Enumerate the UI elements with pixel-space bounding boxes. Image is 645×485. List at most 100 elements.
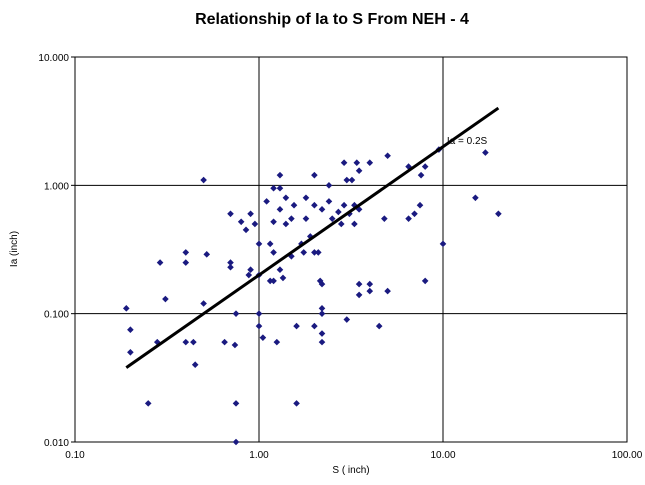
data-point <box>144 400 152 407</box>
x-axis-ticks: 0.10 1.00 10.00 100.00 <box>65 450 642 461</box>
data-point <box>127 326 134 334</box>
data-point <box>266 240 274 248</box>
data-point <box>405 163 412 170</box>
data-point <box>162 295 169 303</box>
data-points <box>122 146 502 446</box>
data-point <box>328 215 336 222</box>
data-point <box>221 338 228 346</box>
data-point <box>200 176 207 184</box>
data-point <box>417 171 425 179</box>
data-point <box>190 338 197 346</box>
data-point <box>472 194 479 202</box>
data-point <box>482 149 489 156</box>
data-point <box>318 338 326 346</box>
data-point <box>227 263 234 271</box>
data-point <box>282 220 290 228</box>
data-point <box>182 259 190 266</box>
trend-line <box>125 106 500 369</box>
y-tick-label: 0.010 <box>44 438 69 449</box>
data-point <box>384 152 391 160</box>
data-point <box>411 210 418 218</box>
data-point <box>343 316 351 323</box>
data-point <box>255 322 263 330</box>
data-point <box>355 167 363 175</box>
trend-line-path <box>125 106 500 369</box>
data-point <box>273 338 281 346</box>
x-tick-label: 1.00 <box>249 450 269 461</box>
x-tick-label: 10.00 <box>430 450 455 461</box>
data-point <box>335 208 342 216</box>
data-point <box>439 240 447 248</box>
annotations: Ia = 0.2S <box>447 136 488 147</box>
data-point <box>293 322 300 330</box>
data-point <box>366 159 374 167</box>
data-point <box>366 280 374 288</box>
data-point <box>495 210 502 218</box>
data-point <box>200 300 207 307</box>
data-point <box>237 218 245 226</box>
data-point <box>282 194 290 202</box>
data-point <box>343 176 351 184</box>
data-point <box>259 334 267 341</box>
data-point <box>416 201 424 209</box>
data-point <box>311 322 318 330</box>
data-point <box>340 159 348 167</box>
data-point <box>279 274 287 282</box>
chart-title: Relationship of Ia to S From NEH - 4 <box>195 11 469 28</box>
data-point <box>242 226 250 234</box>
data-point <box>311 201 318 209</box>
data-point <box>366 287 374 295</box>
data-point <box>276 171 284 179</box>
data-point <box>355 291 363 299</box>
data-point <box>231 341 239 349</box>
data-point <box>270 184 277 192</box>
data-point <box>276 266 284 274</box>
data-point <box>318 305 326 312</box>
data-point <box>318 310 326 317</box>
data-point <box>156 259 164 266</box>
data-point <box>232 310 240 317</box>
data-point <box>251 220 259 228</box>
data-point <box>227 210 234 218</box>
data-point <box>263 198 270 205</box>
data-point <box>311 249 318 256</box>
data-point <box>300 249 308 256</box>
x-axis-label: S ( inch) <box>332 465 369 476</box>
data-point <box>375 322 383 330</box>
y-axis-ticks: 0.010 0.100 1.000 10.000 <box>38 53 69 449</box>
data-point <box>247 210 254 218</box>
data-point <box>182 338 190 346</box>
data-point <box>245 271 253 279</box>
data-point <box>384 287 391 295</box>
data-point <box>302 215 310 222</box>
data-point <box>318 280 326 288</box>
data-point <box>232 438 240 446</box>
data-point <box>337 220 345 228</box>
data-point <box>348 176 356 184</box>
data-point <box>381 215 388 222</box>
data-point <box>266 277 274 285</box>
data-point <box>421 163 429 170</box>
data-point <box>227 259 234 266</box>
data-point <box>288 215 295 222</box>
data-point <box>306 233 314 240</box>
data-point <box>270 249 277 256</box>
grid-lines <box>71 56 627 443</box>
y-tick-label: 0.100 <box>44 310 69 321</box>
data-point <box>191 361 199 369</box>
data-point <box>247 266 254 274</box>
data-point <box>255 240 263 248</box>
data-point <box>276 184 284 192</box>
data-point <box>421 277 429 285</box>
data-point <box>127 348 134 356</box>
y-tick-label: 1.000 <box>44 181 69 192</box>
data-point <box>318 206 326 213</box>
data-point <box>255 310 263 317</box>
y-tick-label: 10.000 <box>38 53 69 64</box>
data-point <box>311 171 318 179</box>
data-point <box>270 277 277 285</box>
data-point <box>203 251 211 258</box>
data-point <box>290 201 298 209</box>
data-point <box>293 400 300 407</box>
